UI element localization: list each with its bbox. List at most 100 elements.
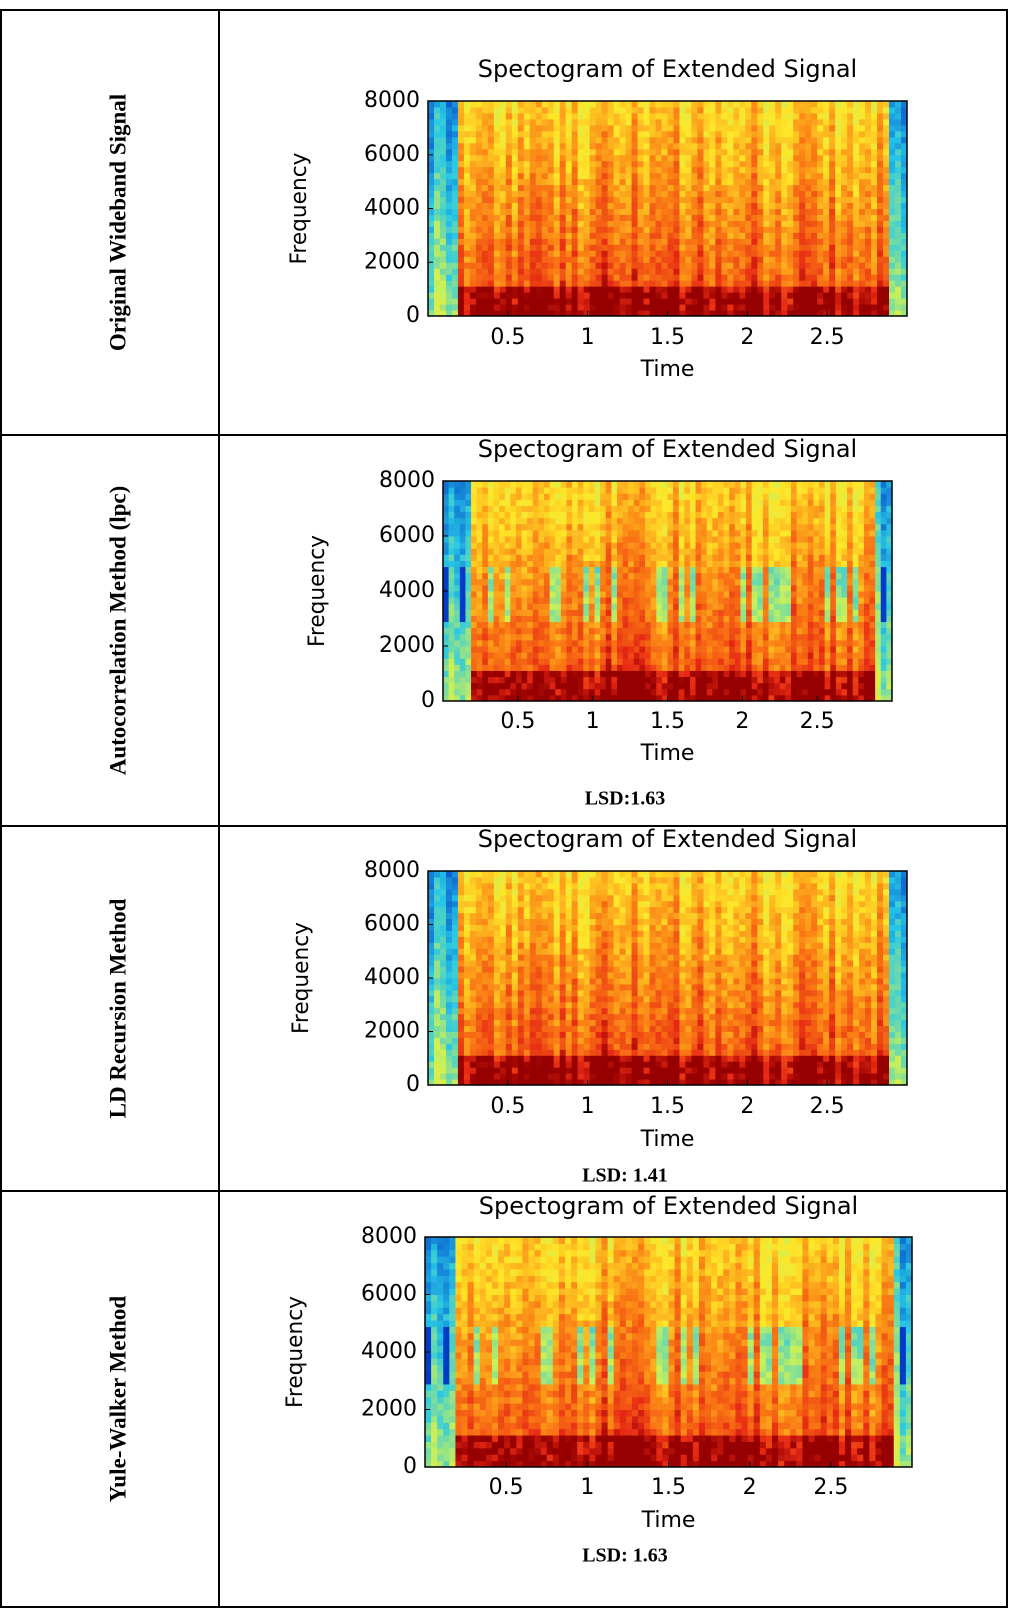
spectrogram-cell	[522, 554, 528, 561]
spectrogram-cell	[718, 579, 724, 586]
spectrogram-cell	[477, 615, 483, 622]
spectrogram-cell	[707, 622, 713, 629]
spectrogram-cell	[724, 542, 730, 549]
spectrogram-cell	[799, 107, 805, 113]
spectrogram-cell	[811, 209, 817, 215]
spectrogram-cell	[530, 203, 536, 209]
spectrogram-cell	[877, 220, 883, 226]
spectrogram-cell	[793, 214, 799, 220]
y-tick-label: 2000	[364, 249, 420, 274]
spectrogram-cell	[499, 683, 505, 690]
spectrogram-cell	[590, 274, 596, 280]
spectrogram-cell	[470, 268, 476, 274]
spectrogram-cell	[620, 161, 626, 167]
spectrogram-cell	[639, 652, 645, 659]
spectrogram-cell	[512, 280, 518, 286]
spectrogram-cell	[428, 125, 434, 131]
spectrogram-cell	[823, 149, 829, 155]
spectrogram-cell	[538, 640, 544, 647]
spectrogram-cell	[524, 203, 530, 209]
spectrogram-cell	[536, 256, 542, 262]
spectrogram-cell	[572, 554, 578, 561]
spectrogram-cell	[600, 615, 606, 622]
spectrogram-cell	[510, 481, 516, 488]
spectrogram-cell	[602, 191, 608, 197]
spectrogram-cell	[650, 256, 656, 262]
spectrogram-cell	[883, 286, 889, 292]
spectrogram-cell	[829, 214, 835, 220]
spectrogram-cell	[733, 203, 739, 209]
spectrogram-cell	[506, 173, 512, 179]
spectrogram-cell	[522, 622, 528, 629]
spectrogram-cell	[697, 101, 703, 107]
spectrogram-cell	[787, 292, 793, 298]
spectrogram-cell	[865, 155, 871, 161]
spectrogram-cell	[745, 280, 751, 286]
spectrogram-cell	[561, 481, 567, 488]
spectrogram-cell	[505, 505, 511, 512]
spectrogram-cell	[841, 232, 847, 238]
spectrogram-cell	[590, 226, 596, 232]
spectrogram-cell	[853, 137, 859, 143]
spectrogram-cell	[709, 262, 715, 268]
spectrogram-cell	[524, 238, 530, 244]
spectrogram-cell	[488, 256, 494, 262]
spectrogram-cell	[662, 298, 668, 304]
spectrogram-cell	[476, 214, 482, 220]
spectrogram-cell	[476, 113, 482, 119]
spectrogram-cell	[628, 499, 634, 506]
spectrogram-cell	[572, 664, 578, 671]
spectrogram-cell	[662, 113, 668, 119]
spectrogram-cell	[684, 597, 690, 604]
spectrogram-cell	[617, 573, 623, 580]
spectrogram-cell	[859, 262, 865, 268]
spectrogram-cell	[745, 298, 751, 304]
spectrogram-cell	[542, 286, 548, 292]
spectrogram-cell	[895, 268, 901, 274]
spectrogram-cell	[718, 573, 724, 580]
spectrogram-cell	[746, 634, 752, 641]
spectrogram-cell	[482, 292, 488, 298]
spectrogram-cell	[623, 487, 629, 494]
spectrogram-cell	[739, 304, 745, 310]
spectrogram-cell	[679, 530, 685, 537]
spectrogram-cell	[452, 304, 458, 310]
spectrogram-cell	[505, 689, 511, 696]
spectrogram-cell	[600, 683, 606, 690]
spectrogram-cell	[482, 220, 488, 226]
spectrogram-cell	[440, 143, 446, 149]
spectrogram-cell	[769, 250, 775, 256]
spectrogram-cell	[740, 499, 746, 506]
spectrogram-cell	[712, 609, 718, 616]
spectrogram-cell	[735, 646, 741, 653]
spectrogram-cell	[805, 137, 811, 143]
spectrogram-cell	[617, 499, 623, 506]
spectrogram-cell	[679, 518, 685, 525]
spectrogram-cell	[691, 191, 697, 197]
spectrogram-cell	[841, 304, 847, 310]
spectrogram-cell	[673, 209, 679, 215]
spectrogram-cell	[527, 542, 533, 549]
spectrogram-cell	[745, 173, 751, 179]
spectrogram-cell	[454, 530, 460, 537]
spectrogram-cell	[634, 591, 640, 598]
spectrogram-cell	[595, 524, 601, 531]
spectrogram-cell	[477, 597, 483, 604]
spectrogram-cell	[889, 226, 895, 232]
spectrogram-cell	[471, 512, 477, 519]
spectrogram-cell	[566, 652, 572, 659]
spectrogram-cell	[544, 579, 550, 586]
spectrogram-cell	[727, 137, 733, 143]
spectrogram-cell	[763, 137, 769, 143]
spectrogram-cell	[510, 646, 516, 653]
spectrogram-cell	[751, 149, 757, 155]
spectrogram-cell	[499, 677, 505, 684]
spectrogram-cell	[662, 670, 668, 677]
spectrogram-cell	[691, 167, 697, 173]
spectrogram-cell	[602, 185, 608, 191]
spectrogram-cell	[505, 615, 511, 622]
spectrogram-cell	[434, 274, 440, 280]
spectrogram-cell	[745, 238, 751, 244]
spectrogram-cell	[775, 250, 781, 256]
spectrogram-cell	[684, 518, 690, 525]
